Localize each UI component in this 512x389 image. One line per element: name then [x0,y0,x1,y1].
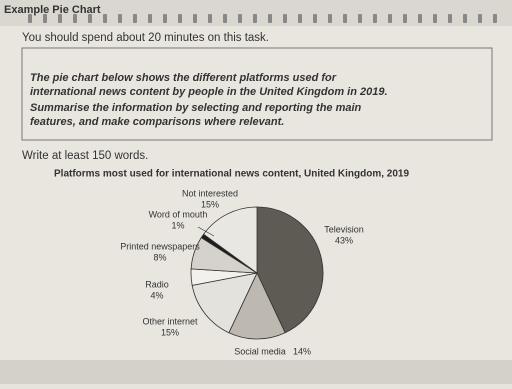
ring [148,14,152,23]
slice-label: Other internet [142,316,198,326]
leader-line [197,226,215,237]
pie-slice [191,272,258,334]
ring [358,14,362,23]
ring [328,14,332,23]
task-line: Summarise the information by selecting a… [30,102,362,114]
slice-label: Not interested [182,188,238,198]
ring [118,14,122,23]
ring [298,14,302,23]
spiral-rings [28,14,497,23]
slice-value-label: 43% [335,235,353,245]
ring [73,14,77,23]
slice-value-label: 1% [171,220,184,230]
slice-label: Radio [145,279,169,289]
pie-slice [203,206,258,274]
ring [193,14,197,23]
task-box [21,47,493,141]
chart-title: Platforms most used for international ne… [54,169,409,180]
ring [448,14,452,23]
ring [163,14,167,23]
ring [238,14,242,23]
ring [283,14,287,23]
ring [223,14,227,23]
word-count: Write at least 150 words. [22,150,148,162]
ring [43,14,47,23]
slice-label: Social media [234,346,286,356]
task-line: international news content by people in … [30,86,388,98]
ring [373,14,377,23]
ring [103,14,107,23]
slice-value-label: 8% [153,252,166,262]
ring [313,14,317,23]
ring [433,14,437,23]
ring [388,14,392,23]
ring [58,14,62,23]
ring [343,14,347,23]
slice-value-label: 15% [161,327,179,337]
slice-value-label: 4% [150,290,163,300]
ring [478,14,482,23]
ring [28,14,32,23]
ring [208,14,212,23]
ring [403,14,407,23]
slice-label: Word of mouth [149,209,208,219]
ring [178,14,182,23]
slice-value-label: 14% [293,346,311,356]
header-title: Example Pie Chart [4,4,101,16]
ring [463,14,467,23]
ring [253,14,257,23]
ring [268,14,272,23]
task-line: The pie chart below shows the different … [30,72,337,84]
slice-label: Television [324,224,364,234]
pie-slice [228,272,286,340]
ring [133,14,137,23]
slice-value-label: 15% [201,199,219,209]
task-line: features, and make comparisons where rel… [30,116,284,128]
slice-label: Printed newspapers [120,241,200,251]
page-edge [0,360,512,384]
ring [418,14,422,23]
pie-slice [256,206,324,334]
ring [88,14,92,23]
instruction: You should spend about 20 minutes on thi… [22,32,269,44]
ring [493,14,497,23]
